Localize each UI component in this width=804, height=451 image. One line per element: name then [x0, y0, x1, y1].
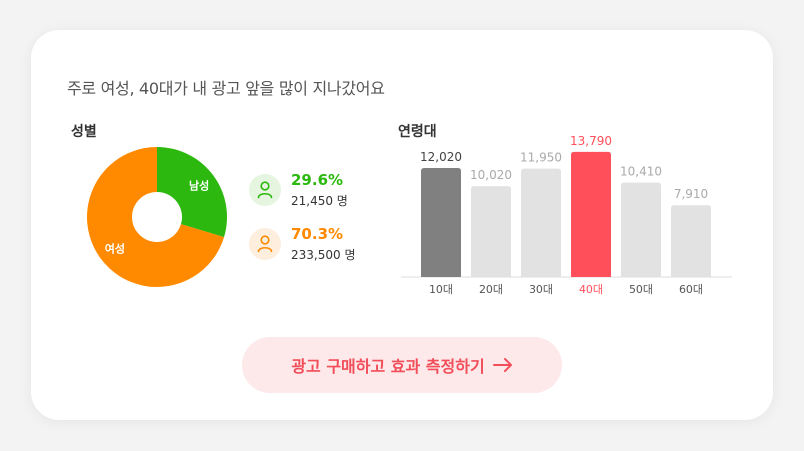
donut-label-female: 여성	[105, 241, 125, 255]
age-bar-60대	[671, 205, 711, 277]
person-icon	[257, 181, 273, 199]
age-section-title: 연령대	[398, 124, 437, 140]
age-bar-chart: 12,020 10대 10,020 20대 11,950 30대 13,790 40대 10,4…	[401, 134, 732, 296]
age-value-label: 7,910	[674, 187, 708, 201]
age-bar-20대	[471, 186, 511, 277]
age-value-label: 10,410	[620, 165, 662, 179]
age-value-label: 10,020	[470, 168, 512, 182]
male-percent: 29.6%	[291, 171, 344, 189]
age-axis-label: 40대	[579, 283, 603, 296]
age-axis-label: 60대	[679, 283, 703, 296]
age-value-label: 13,790	[570, 134, 612, 148]
age-axis-label: 10대	[429, 283, 453, 296]
donut-slice-female	[86, 147, 225, 287]
age-axis-label: 50대	[629, 283, 653, 296]
headline: 주로 여성, 40대가 내 광고 앞을 많이 지나갔어요	[67, 79, 385, 98]
donut-label-male: 남성	[189, 179, 209, 193]
arrow-right-icon	[492, 358, 512, 372]
age-axis-label: 30대	[529, 283, 553, 296]
cta-label: 광고 구매하고 효과 측정하기	[291, 357, 485, 376]
female-count: 233,500 명	[291, 248, 356, 262]
age-value-label: 11,950	[520, 151, 562, 165]
age-bar-10대	[421, 167, 461, 277]
buy-ad-measure-button[interactable]: 광고 구매하고 효과 측정하기	[242, 337, 562, 393]
female-avatar	[249, 228, 281, 260]
donut-slice-male	[157, 147, 227, 238]
male-avatar	[249, 174, 281, 206]
age-bar-30대	[521, 168, 561, 277]
gender-section-title: 성별	[71, 124, 97, 140]
age-bar-50대	[621, 182, 661, 277]
age-bar-40대	[571, 151, 611, 277]
age-value-label: 12,020	[420, 150, 462, 164]
female-percent: 70.3%	[291, 225, 344, 243]
person-icon	[257, 235, 273, 253]
male-count: 21,450 명	[291, 194, 348, 208]
age-axis-label: 20대	[479, 283, 503, 296]
